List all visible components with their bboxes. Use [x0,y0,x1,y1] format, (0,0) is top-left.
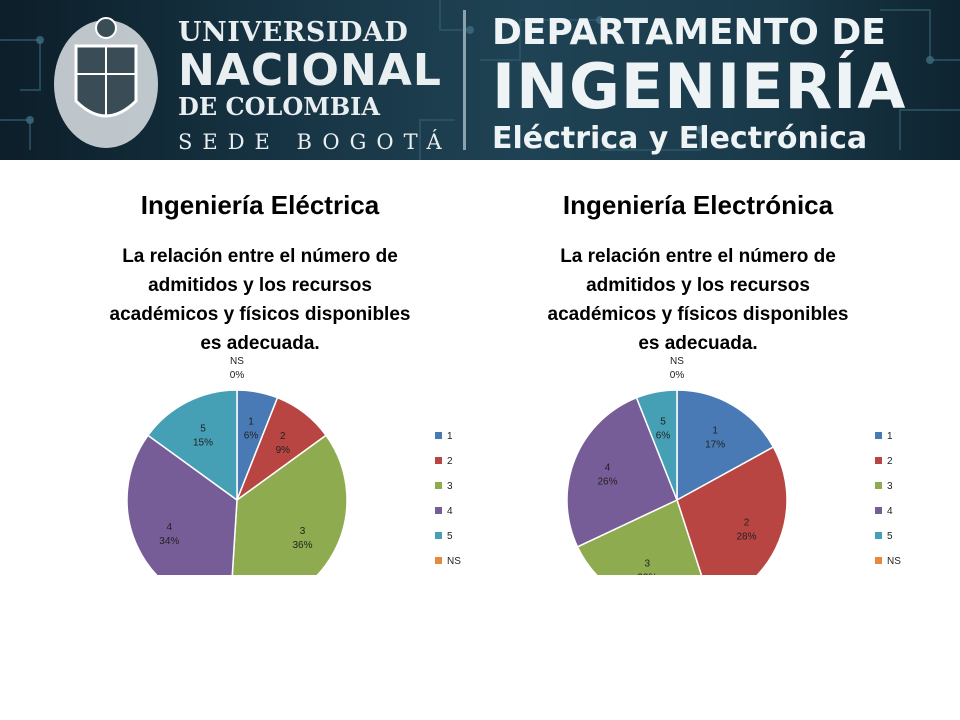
pie-slice-3 [231,434,348,575]
chart-title-electronica: La relación entre el número de admitidos… [518,242,878,358]
legend-label-4: 4 [447,506,453,517]
legend-label-NS: NS [887,556,901,567]
legend-swatch-3 [875,482,882,489]
department-line-3: Eléctrica y Electrónica [492,121,868,156]
legend-label-5: 5 [887,531,893,542]
legend-label-3: 3 [887,481,893,492]
university-line-3: DE COLOMBIA [178,92,380,121]
chart-title-line: es adecuada. [638,333,758,354]
university-line-2: NACIONAL [178,45,442,96]
slice-percent-label: 9% [276,445,291,456]
chart-title-line: académicos y físicos disponibles [547,304,849,325]
legend-swatch-NS [435,557,442,564]
slice-category-label: 4 [605,463,611,474]
header-divider [463,10,466,150]
slice-percent-label: 17% [705,440,725,451]
chart-title-electrica: La relación entre el número de admitidos… [80,242,440,358]
university-crest-icon [54,17,158,148]
pie-slice-5 [146,389,238,502]
legend-swatch-NS [875,557,882,564]
slice-category-label: NS [670,356,684,367]
university-name: UNIVERSIDAD NACIONAL DE COLOMBIA SEDE BO… [178,17,452,155]
slice-percent-label: 15% [193,437,213,448]
chart-title-line: La relación entre el número de [122,246,398,267]
department-line-1: DEPARTAMENTO DE [492,12,886,53]
slice-category-label: 3 [300,526,306,537]
pie-chart-electronica: 1 17% 2 28% 3 23% 4 26% 5 6% NS 0% 1 2 3 4 5 NS [566,356,901,575]
legend-swatch-5 [875,532,882,539]
slice-category-label: 1 [248,417,254,428]
legend-swatch-4 [435,507,442,514]
chart-title-line: admitidos y los recursos [148,275,372,296]
slice-percent-label: 34% [159,536,179,547]
chart-title-line: La relación entre el número de [560,246,836,267]
legend-label-2: 2 [887,456,893,467]
legend-swatch-1 [875,432,882,439]
slice-category-label: 1 [712,426,718,437]
slice-percent-label: 23% [637,573,657,575]
pie-slice-4 [126,434,238,575]
legend-swatch-1 [435,432,442,439]
slice-category-label: 2 [280,431,286,442]
department-line-2: INGENIERÍA [492,50,907,123]
pie-slice-1 [676,389,775,502]
panel-title-electronica: Ingeniería Electrónica [562,190,834,220]
slice-category-label: NS [230,356,244,367]
slice-percent-label: 26% [597,477,617,488]
chart-title-line: académicos y físicos disponibles [109,304,411,325]
slice-percent-label: 6% [244,431,259,442]
pie-slice-2 [676,445,788,575]
legend-label-4: 4 [887,506,893,517]
department-name: DEPARTAMENTO DE INGENIERÍA Eléctrica y E… [492,14,906,156]
slice-percent-label: 0% [670,370,685,381]
legend-label-3: 3 [447,481,453,492]
legend-swatch-2 [875,457,882,464]
panel-title-electrica: Ingeniería Eléctrica [140,190,380,220]
slice-percent-label: 28% [736,532,756,543]
slice-category-label: 5 [200,423,206,434]
university-line-1: UNIVERSIDAD [178,17,409,48]
slice-category-label: 3 [645,559,651,570]
slice-category-label: 2 [744,518,750,529]
slice-category-label: 4 [167,522,173,533]
legend-swatch-4 [875,507,882,514]
legend-label-1: 1 [887,431,893,442]
pie-slice-4 [566,396,678,548]
pie-slice-5 [635,389,678,501]
legend-label-1: 1 [447,431,453,442]
legend-label-5: 5 [447,531,453,542]
circuit-pattern [0,0,960,160]
pie-slice-3 [576,498,703,575]
legend-label-2: 2 [447,456,453,467]
legend-swatch-3 [435,482,442,489]
legend-label-NS: NS [447,556,461,567]
header-banner: UNIVERSIDAD NACIONAL DE COLOMBIA SEDE BO… [0,0,960,160]
university-campus: SEDE BOGOTÁ [178,130,452,154]
slice-category-label: 5 [660,417,666,428]
slice-percent-label: 0% [230,370,245,381]
slice-percent-label: 6% [656,431,671,442]
pie-chart-electrica: 1 6% 2 9% 3 36% 4 34% 5 15% NS 0% 1 2 3 4 5 NS [126,356,461,575]
chart-title-line: es adecuada. [200,333,320,354]
chart-title-line: admitidos y los recursos [586,275,810,296]
slice-percent-label: 36% [292,540,312,551]
legend-swatch-5 [435,532,442,539]
legend-swatch-2 [435,457,442,464]
